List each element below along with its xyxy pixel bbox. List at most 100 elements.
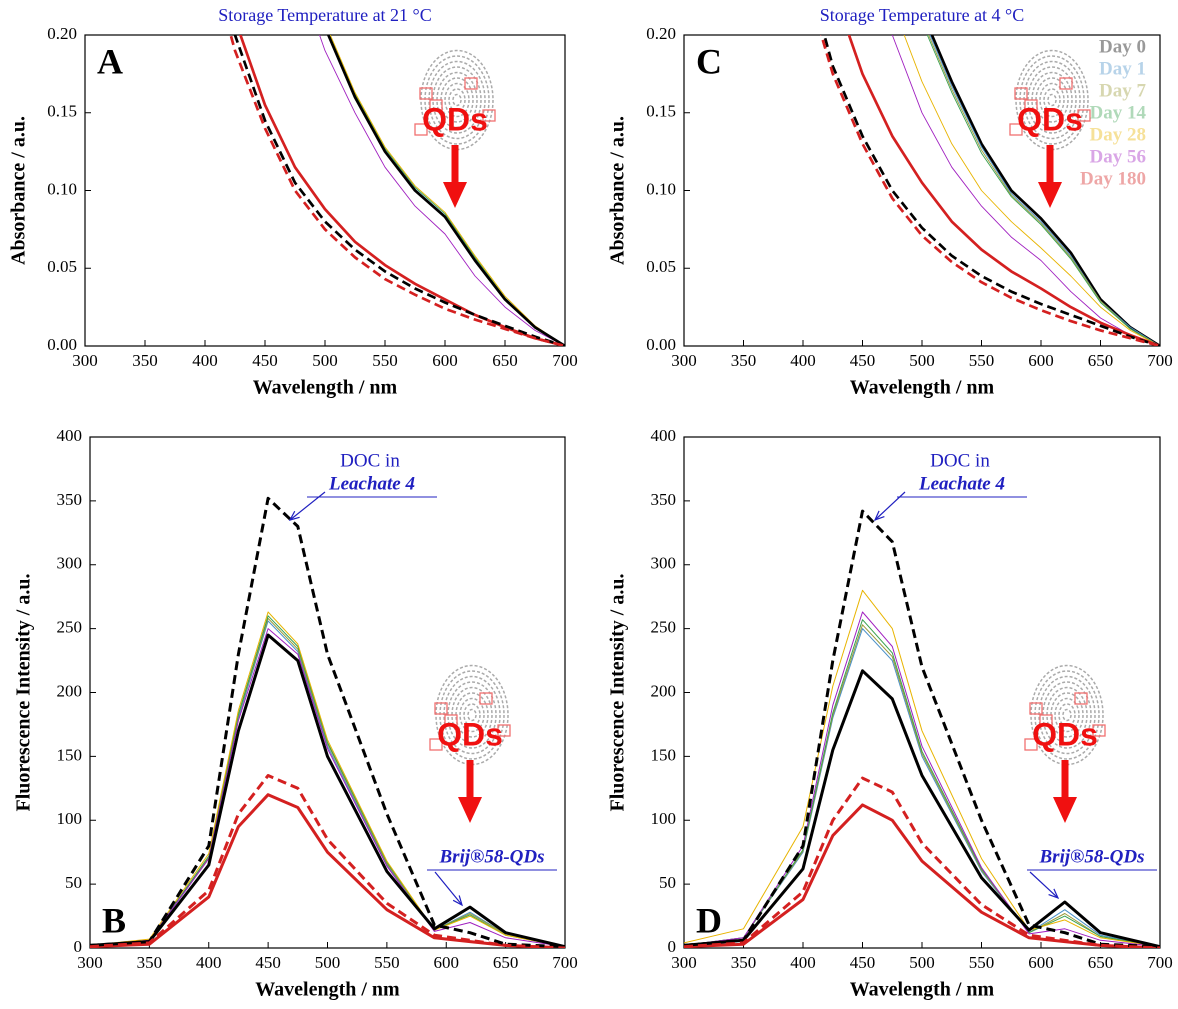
annotation-arrow-head xyxy=(452,895,463,907)
qd-square xyxy=(1014,87,1028,100)
fingerprint-ridge xyxy=(1058,703,1076,727)
fingerprint-ridge xyxy=(1035,77,1069,123)
x-tick-label: 400 xyxy=(196,953,222,972)
qd-square xyxy=(464,77,478,90)
x-tick-label: 650 xyxy=(493,953,519,972)
fingerprint-ridge xyxy=(1023,60,1081,140)
qd-arrow-head xyxy=(458,797,482,823)
panel-label: C xyxy=(696,41,722,81)
fingerprint-ridge xyxy=(1031,71,1073,129)
x-tick-label: 450 xyxy=(255,953,281,972)
annotation-arrow xyxy=(1029,871,1059,899)
fingerprint-ridge xyxy=(432,66,482,134)
annotation-arrow-head xyxy=(1048,888,1060,900)
qd-square xyxy=(434,702,448,715)
data-line xyxy=(90,496,565,948)
qd-square xyxy=(1074,692,1088,705)
x-tick-label: 600 xyxy=(1028,351,1054,370)
y-tick-label: 0.05 xyxy=(646,257,676,276)
x-tick-label: 400 xyxy=(790,351,816,370)
fingerprint-ridge xyxy=(1046,686,1088,744)
qd-label: QDs xyxy=(422,101,488,137)
data-line xyxy=(847,35,1160,346)
y-tick-label: 200 xyxy=(57,681,83,700)
y-axis-label: Absorbance / a.u. xyxy=(607,116,629,265)
fingerprint-ridge xyxy=(451,686,493,744)
fingerprint-ridge xyxy=(463,703,481,727)
x-tick-label: 300 xyxy=(72,351,98,370)
x-tick-label: 300 xyxy=(671,953,697,972)
x-tick-label: 500 xyxy=(909,953,935,972)
chart-title: Storage Temperature at 4 °C xyxy=(820,5,1025,25)
qd-square xyxy=(1029,702,1043,715)
x-tick-label: 450 xyxy=(850,351,876,370)
y-tick-label: 0 xyxy=(668,937,677,956)
data-line xyxy=(891,35,1160,346)
annotation: Leachate 4 xyxy=(328,473,415,494)
data-line xyxy=(327,35,565,346)
qd-label: QDs xyxy=(437,716,503,752)
x-tick-label: 450 xyxy=(850,953,876,972)
x-tick-label: 700 xyxy=(1147,351,1173,370)
x-axis-label: Wavelength / nm xyxy=(850,979,995,1001)
x-tick-label: 600 xyxy=(1028,953,1054,972)
x-axis-label: Wavelength / nm xyxy=(850,377,995,399)
data-line xyxy=(90,633,565,948)
annotation-arrow xyxy=(874,491,906,521)
y-tick-label: 50 xyxy=(65,873,82,892)
annotation: DOC in xyxy=(930,450,990,471)
x-tick-label: 300 xyxy=(77,953,103,972)
fingerprint-ridge xyxy=(439,670,505,760)
x-tick-label: 650 xyxy=(492,351,518,370)
data-line xyxy=(90,774,565,948)
annotation-arrow xyxy=(434,871,463,906)
plot-frame xyxy=(683,34,1161,347)
fingerprint-ridge xyxy=(1043,88,1061,112)
data-line xyxy=(903,35,1160,346)
qd-square xyxy=(1092,724,1106,737)
qd-square xyxy=(497,724,511,737)
legend-entry: Day 56 xyxy=(1090,146,1146,167)
fingerprint-ridge xyxy=(1034,670,1100,760)
data-line xyxy=(90,615,565,948)
fingerprint-ridge xyxy=(447,681,497,749)
x-tick-label: 650 xyxy=(1088,351,1114,370)
qd-square xyxy=(419,87,433,100)
annotation: Brij®58-QDs xyxy=(1039,846,1145,867)
y-tick-label: 0.10 xyxy=(47,179,77,198)
y-tick-label: 150 xyxy=(651,745,677,764)
legend-entry: Day 180 xyxy=(1080,168,1146,189)
y-tick-label: 200 xyxy=(651,681,677,700)
data-line xyxy=(684,619,1160,948)
y-tick-label: 0.15 xyxy=(646,102,676,121)
y-tick-label: 100 xyxy=(651,809,677,828)
y-tick-label: 300 xyxy=(57,554,83,573)
fingerprint-ridge xyxy=(455,692,489,738)
data-line xyxy=(326,35,565,346)
fingerprint-ridge xyxy=(448,88,466,112)
fingerprint-ridge xyxy=(1038,675,1096,755)
qd-label: QDs xyxy=(1017,101,1083,137)
qd-square xyxy=(429,99,443,112)
y-tick-label: 150 xyxy=(57,745,83,764)
y-tick-label: 0.15 xyxy=(47,102,77,121)
x-tick-label: 500 xyxy=(312,351,338,370)
y-axis-label: Absorbance / a.u. xyxy=(8,116,30,265)
y-tick-label: 0.00 xyxy=(646,335,676,354)
y-tick-label: 0.20 xyxy=(646,24,676,43)
data-line xyxy=(90,617,565,948)
x-tick-label: 400 xyxy=(192,351,218,370)
data-line xyxy=(684,776,1160,948)
plot-frame xyxy=(683,436,1161,949)
fingerprint-ridge xyxy=(1050,692,1084,738)
x-tick-label: 400 xyxy=(790,953,816,972)
qd-label: QDs xyxy=(1032,716,1098,752)
legend-entry: Day 7 xyxy=(1099,80,1146,101)
y-tick-label: 350 xyxy=(57,490,83,509)
y-tick-label: 250 xyxy=(651,618,677,637)
annotation: Brij®58-QDs xyxy=(439,846,545,867)
qd-arrow-head xyxy=(1053,797,1077,823)
annotation-arrow-head xyxy=(288,510,300,521)
qd-square xyxy=(1077,109,1091,122)
